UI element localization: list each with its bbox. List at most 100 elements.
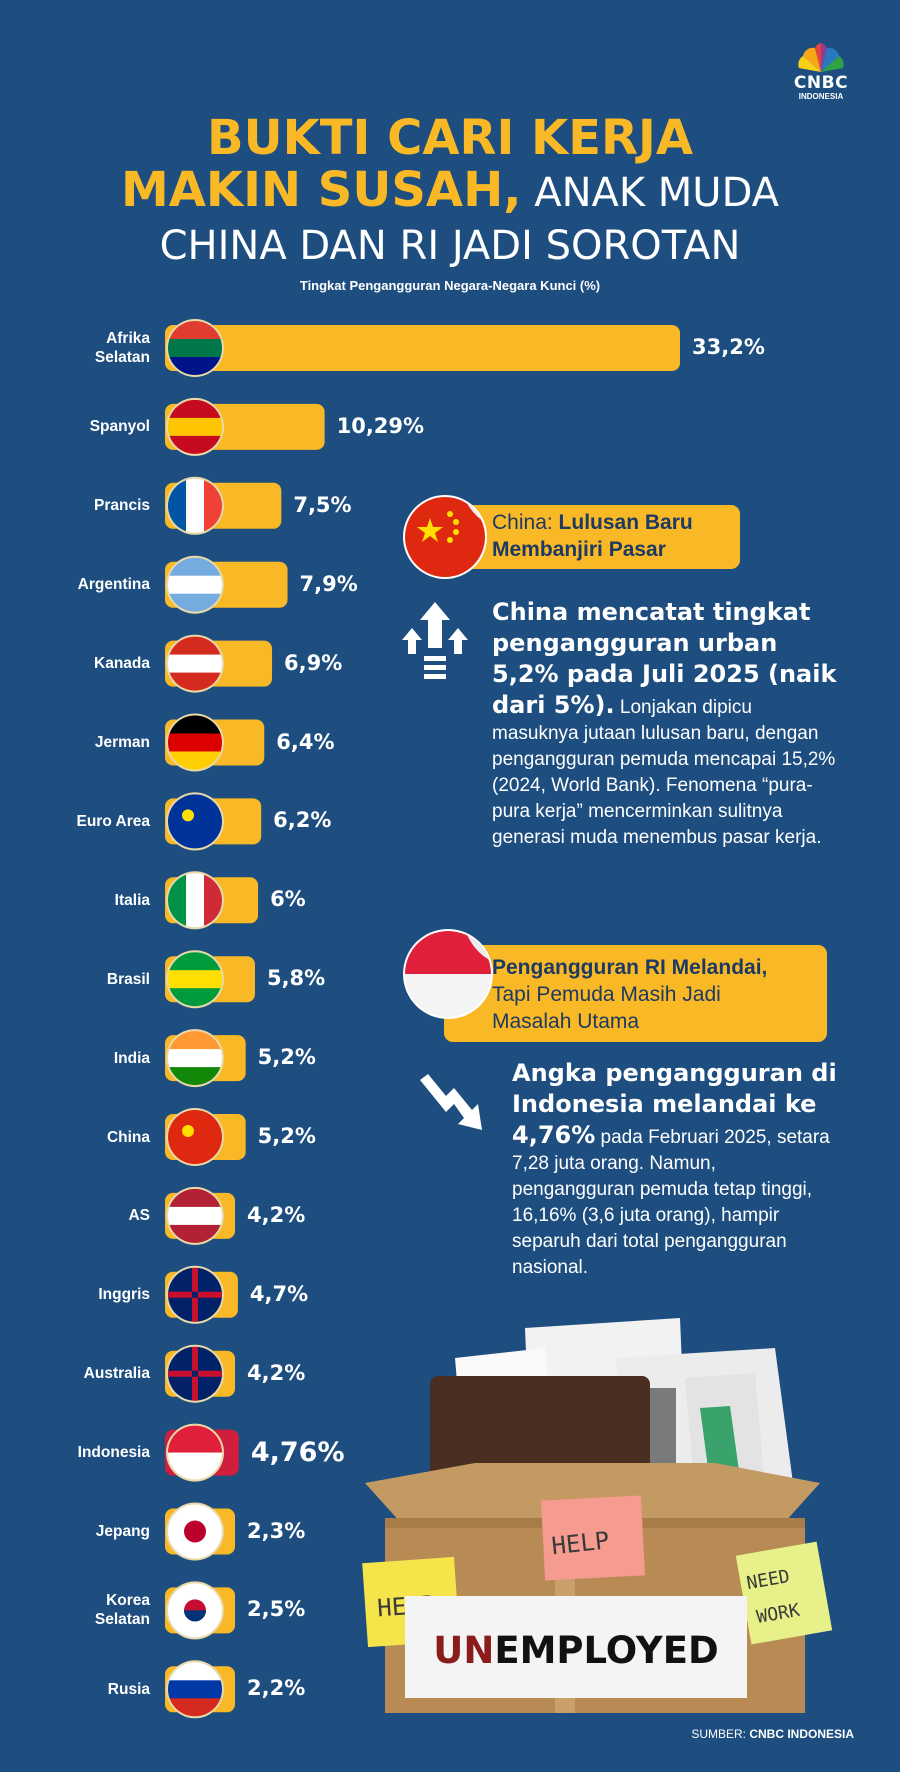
value-label: 2,3% bbox=[247, 1518, 306, 1543]
flag-icon bbox=[168, 1662, 222, 1717]
category-label-line: Brasil bbox=[106, 970, 150, 988]
category-label-line: Korea bbox=[106, 1592, 150, 1610]
value-label: 7,9% bbox=[299, 571, 358, 596]
falling-arrow-icon bbox=[420, 1074, 482, 1130]
value-label: 7,5% bbox=[293, 492, 352, 517]
page-title-line-3: CHINA DAN RI JADI SOROTAN bbox=[0, 220, 900, 280]
value-label: 6% bbox=[270, 887, 306, 912]
ri-lead: Angka pengangguran di Indonesia melandai… bbox=[512, 1059, 837, 1149]
flag-icon bbox=[168, 1346, 222, 1401]
category-label: Spanyol bbox=[30, 417, 150, 436]
peacock-icon bbox=[798, 43, 844, 72]
china-paragraph: China mencatat tingkat pengangguran urba… bbox=[492, 597, 838, 851]
flag-icon bbox=[168, 715, 222, 770]
china-card-prefix: China: bbox=[492, 511, 559, 534]
value-label: 6,2% bbox=[273, 808, 332, 833]
category-label: Argentina bbox=[30, 575, 150, 594]
category-label-line: Jerman bbox=[94, 734, 150, 751]
category-label: Inggris bbox=[30, 1285, 150, 1304]
source-prefix: SUMBER: bbox=[691, 1727, 750, 1741]
category-label-line: Argentina bbox=[77, 576, 150, 594]
category-label: Jerman bbox=[30, 733, 150, 752]
category-label-line: Prancis bbox=[93, 497, 150, 515]
value-label: 5,2% bbox=[257, 1124, 316, 1148]
china-headline-card: China: Lulusan Baru Membanjiri Pasar bbox=[438, 505, 740, 569]
flag-icon bbox=[168, 478, 222, 533]
flag-icon bbox=[168, 952, 222, 1007]
china-card-bold-1: Lulusan Baru bbox=[558, 511, 693, 534]
title-line-1: BUKTI CARI KERJA bbox=[207, 110, 693, 166]
unemployed-box-illustration: HELP HELP NEED WORK UNEMPLOYED bbox=[362, 1318, 833, 1713]
note-help-center: HELP bbox=[550, 1526, 610, 1560]
value-label: 4,7% bbox=[249, 1281, 309, 1306]
logo-subtext: INDONESIA bbox=[798, 92, 844, 101]
flag-icon bbox=[168, 1425, 222, 1480]
bar bbox=[165, 325, 680, 371]
flag-icon bbox=[168, 794, 222, 849]
china-lead: China mencatat tingkat pengangguran urba… bbox=[492, 598, 837, 719]
category-label-line: Kanada bbox=[94, 655, 150, 673]
value-label: 4,2% bbox=[247, 1202, 306, 1227]
category-label-line: Selatan bbox=[94, 1611, 150, 1629]
category-label: Euro Area bbox=[30, 812, 150, 831]
cnbc-logo: CNBC INDONESIA bbox=[786, 42, 856, 101]
flag-icon bbox=[168, 1504, 222, 1559]
ri-headline-card: Pengangguran RI Melandai, Tapi Pemuda Ma… bbox=[444, 945, 827, 1042]
flag-icon bbox=[168, 557, 222, 612]
rising-arrows-icon bbox=[402, 602, 468, 679]
page-title-line-1: BUKTI CARI KERJA bbox=[0, 112, 900, 175]
category-label: Australia bbox=[30, 1364, 150, 1383]
category-label-line: Inggris bbox=[98, 1286, 150, 1304]
ri-card-line-3: Masalah Utama bbox=[492, 1010, 640, 1033]
category-label: Kanada bbox=[30, 654, 150, 673]
category-label: AS bbox=[30, 1206, 150, 1225]
value-label: 5,8% bbox=[266, 966, 326, 991]
flag-icon bbox=[168, 1188, 222, 1243]
sign-red-part: UN bbox=[433, 1629, 494, 1672]
category-label-line: Afrika bbox=[106, 330, 150, 347]
indonesia-flag-sticker-icon bbox=[403, 929, 493, 1019]
title-line-3: CHINA DAN RI JADI SOROTAN bbox=[159, 223, 741, 269]
category-label-line: Selatan bbox=[94, 349, 150, 366]
value-label: 33,2% bbox=[692, 335, 765, 359]
ri-card-line-2: Tapi Pemuda Masih Jadi bbox=[492, 983, 721, 1006]
value-label: 2,5% bbox=[247, 1597, 306, 1622]
value-label: 2,2% bbox=[247, 1676, 306, 1701]
value-label: 10,29% bbox=[336, 413, 425, 438]
ri-paragraph: Angka pengangguran di Indonesia melandai… bbox=[512, 1058, 838, 1281]
title-line-2-rest: ANAK MUDA bbox=[521, 170, 780, 216]
value-label: 5,2% bbox=[257, 1045, 316, 1070]
category-label: Afrika Selatan bbox=[30, 329, 150, 367]
category-label: India bbox=[30, 1049, 150, 1068]
category-label-line: Euro Area bbox=[76, 812, 150, 830]
category-label: Rusia bbox=[30, 1680, 150, 1699]
chart-subtitle: Tingkat Pengangguran Negara-Negara Kunci… bbox=[299, 278, 601, 293]
sign-black-part: EMPLOYED bbox=[494, 1629, 718, 1672]
flag-icon bbox=[168, 873, 222, 928]
value-label: 6,4% bbox=[276, 729, 335, 754]
flag-icon bbox=[168, 1031, 222, 1086]
flag-icon bbox=[168, 321, 222, 375]
flag-icon bbox=[168, 1110, 222, 1164]
ri-card-bold: Pengangguran RI Melandai, bbox=[492, 956, 768, 979]
ri-body: pada Februari 2025, setara 7,28 juta ora… bbox=[512, 1127, 830, 1278]
category-label: Brasil bbox=[30, 970, 150, 989]
category-label-line: Rusia bbox=[107, 1680, 150, 1698]
category-label: Jepang bbox=[30, 1522, 150, 1541]
category-label: China bbox=[30, 1128, 150, 1147]
category-label-line: China bbox=[106, 1128, 150, 1146]
category-label-line: Spanyol bbox=[89, 418, 150, 436]
value-label: 6,9% bbox=[284, 650, 343, 675]
logo-text: CNBC bbox=[793, 73, 849, 93]
category-label-line: Jepang bbox=[95, 1523, 150, 1540]
china-flag-sticker-icon bbox=[403, 495, 487, 579]
china-body: Lonjakan dipicu masuknya jutaan lulusan … bbox=[492, 697, 836, 848]
category-label: Italia bbox=[30, 891, 150, 910]
title-highlight: MAKIN SUSAH, bbox=[120, 162, 522, 218]
china-card-bold-2: Membanjiri Pasar bbox=[492, 538, 666, 561]
category-label-line: India bbox=[113, 1049, 150, 1067]
flag-icon bbox=[168, 636, 222, 691]
category-label: Prancis bbox=[30, 496, 150, 515]
category-label-line: AS bbox=[128, 1207, 150, 1225]
